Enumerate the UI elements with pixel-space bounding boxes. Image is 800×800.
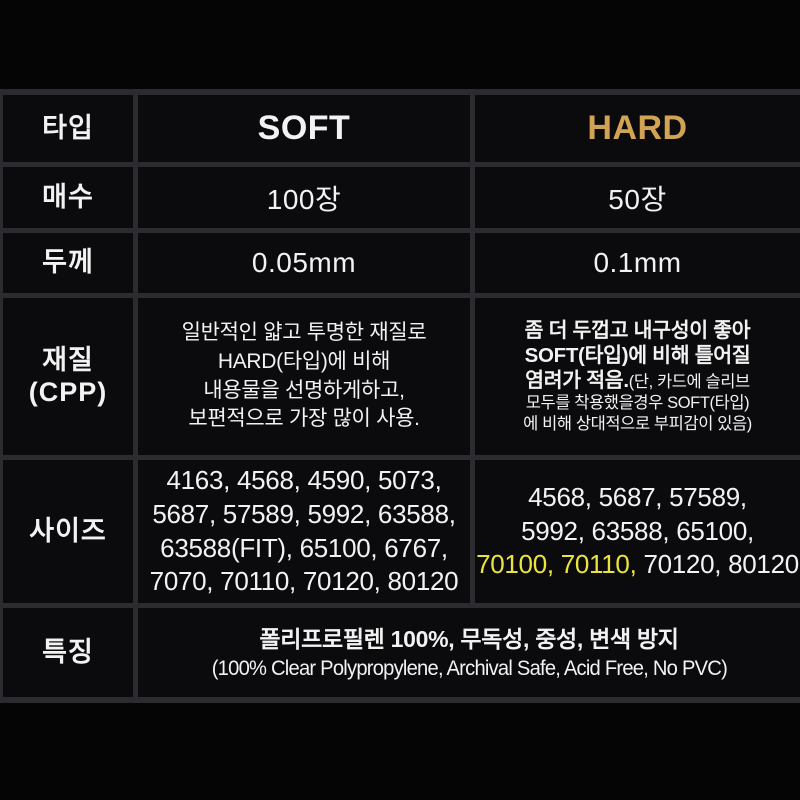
material-hard-note-line: 모두를 착용했을경우 SOFT(타입) xyxy=(525,394,750,413)
material-hard-note-line: 에 비해 상대적으로 부피감이 있음) xyxy=(523,415,752,433)
material-label-line1: 재질 xyxy=(42,345,94,376)
size-hard-highlighted: 70100, 70110, xyxy=(476,549,637,580)
size-soft-list: 4163, 4568, 4590, 5073, 5687, 57589, 599… xyxy=(138,460,470,603)
row-label-size: 사이즈 xyxy=(3,460,133,603)
row-label-count: 매수 xyxy=(3,167,133,228)
column-header-soft: SOFT xyxy=(138,95,470,162)
count-hard-value: 50장 xyxy=(475,167,800,228)
column-header-hard: HARD xyxy=(475,95,800,162)
material-hard-line: 좀 더 두껍고 내구성이 좋아 xyxy=(524,319,751,343)
size-hard-line: 70100, 70110, 70120, 80120 xyxy=(476,548,799,582)
material-hard-description: 좀 더 두껍고 내구성이 좋아 SOFT(타입)에 비해 틀어질 염려가 적음.… xyxy=(475,298,800,455)
comparison-table: 타입 SOFT HARD 매수 100장 50장 두께 0.05mm 0.1mm… xyxy=(0,89,800,703)
size-hard-line: 5992, 63588, 65100, xyxy=(521,515,754,546)
size-hard-rest: 70120, 80120 xyxy=(636,549,799,580)
count-soft-value: 100장 xyxy=(138,167,470,228)
size-soft-line: 7070, 70110, 70120, 80120 xyxy=(149,566,459,597)
size-soft-line: 4163, 4568, 4590, 5073, xyxy=(166,464,442,495)
size-soft-line: 5687, 57589, 5992, 63588, xyxy=(152,498,456,529)
row-label-type: 타입 xyxy=(3,95,133,162)
material-hard-line: 염려가 적음.(단, 카드에 슬리브 xyxy=(525,369,750,393)
size-soft-line: 63588(FIT), 65100, 6767, xyxy=(160,532,448,563)
material-soft-line: 보편적으로 가장 많이 사용. xyxy=(188,407,420,431)
size-hard-line: 4568, 5687, 57589, xyxy=(528,481,747,512)
material-hard-line: SOFT(타입)에 비해 틀어질 xyxy=(524,344,751,368)
row-label-features: 특징 xyxy=(3,608,133,697)
features-korean-line: 폴리프로필렌 100%, 무독성, 중성, 변색 방지 xyxy=(259,625,679,652)
thickness-hard-value: 0.1mm xyxy=(475,233,800,293)
material-label-line2: (CPP) xyxy=(28,376,108,407)
material-soft-description: 일반적인 얇고 투명한 재질로 HARD(타입)에 비해 내용물을 선명하게하고… xyxy=(138,298,470,455)
features-english-line: (100% Clear Polypropylene, Archival Safe… xyxy=(211,656,727,680)
size-hard-list: 4568, 5687, 57589, 5992, 63588, 65100, 7… xyxy=(475,460,800,603)
row-label-material: 재질 (CPP) xyxy=(3,298,133,455)
material-soft-line: HARD(타입)에 비해 xyxy=(217,349,391,373)
row-label-thickness: 두께 xyxy=(3,233,133,293)
material-soft-line: 내용물을 선명하게하고, xyxy=(203,378,405,402)
features-description: 폴리프로필렌 100%, 무독성, 중성, 변색 방지 (100% Clear … xyxy=(138,608,800,697)
material-soft-line: 일반적인 얇고 투명한 재질로 xyxy=(181,321,427,345)
thickness-soft-value: 0.05mm xyxy=(138,233,470,293)
